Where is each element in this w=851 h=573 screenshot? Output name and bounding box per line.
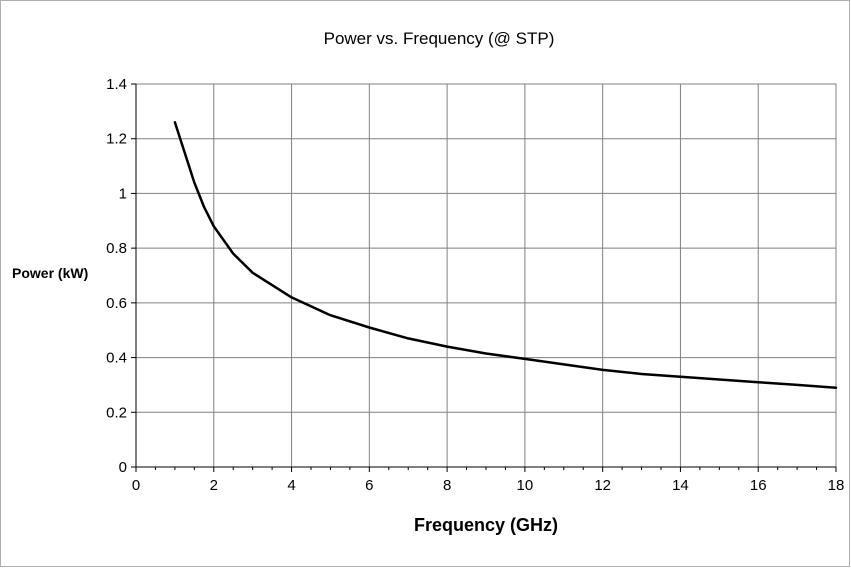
x-tick-label: 18 xyxy=(828,477,845,494)
axes xyxy=(131,83,837,472)
y-tick-label: 1 xyxy=(119,185,127,202)
x-tick-label: 10 xyxy=(517,477,534,494)
x-tick-label: 2 xyxy=(210,477,218,494)
x-tick-label: 4 xyxy=(287,477,295,494)
y-tick-label: 0 xyxy=(119,459,127,476)
x-tick-label: 12 xyxy=(594,477,611,494)
x-tick-label: 6 xyxy=(365,477,373,494)
chart-title: Power vs. Frequency (@ STP) xyxy=(324,29,555,48)
x-tick-label: 8 xyxy=(443,477,451,494)
x-tick-label: 14 xyxy=(672,477,689,494)
y-tick-label: 0.2 xyxy=(106,404,127,421)
x-tick-label: 16 xyxy=(750,477,767,494)
series-line xyxy=(173,121,838,389)
series-layer xyxy=(173,121,838,389)
x-tick-label: 0 xyxy=(132,477,140,494)
y-axis-label: Power (kW) xyxy=(12,265,88,281)
x-axis-label: Frequency (GHz) xyxy=(414,515,558,535)
y-tick-label: 0.8 xyxy=(106,240,127,257)
y-tick-label: 0.4 xyxy=(106,350,127,367)
y-tick-label: 1.2 xyxy=(106,131,127,148)
y-tick-label: 1.4 xyxy=(106,76,127,93)
y-tick-label: 0.6 xyxy=(106,295,127,312)
grid-lines xyxy=(136,83,837,467)
tick-labels: 0 2 4 6 8 10 12 14 16 18 0 0.2 0.4 0.6 0.8 1 1.2 1.4 xyxy=(106,76,844,494)
